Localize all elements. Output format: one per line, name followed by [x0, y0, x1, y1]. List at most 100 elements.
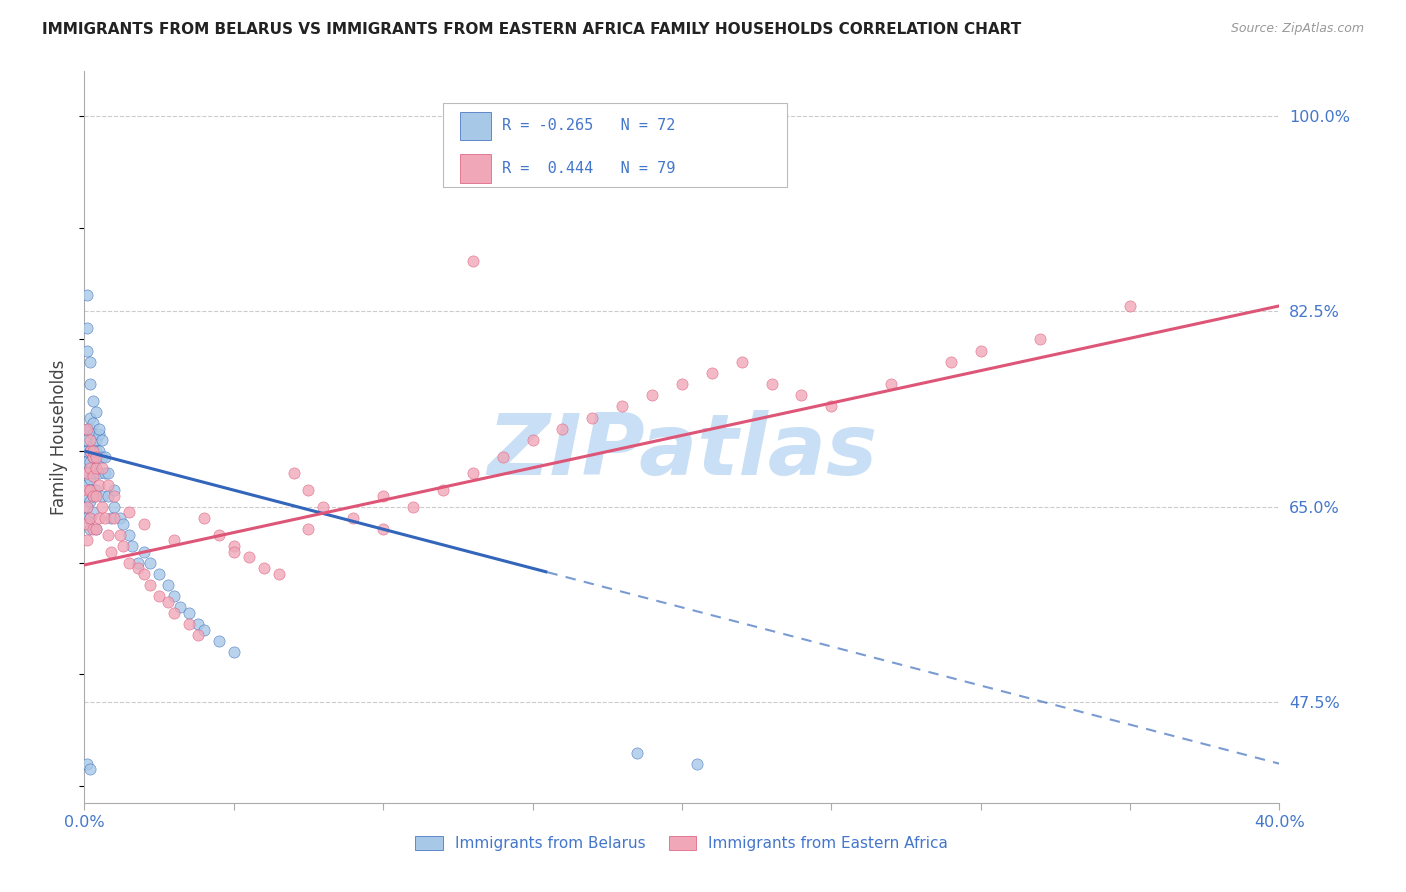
- Point: [76, 444, 98, 458]
- Point: [551, 422, 574, 436]
- Point: [686, 756, 709, 771]
- Point: [91, 489, 114, 503]
- Point: [283, 467, 305, 481]
- Point: [132, 544, 156, 558]
- Point: [461, 254, 484, 268]
- Point: [100, 544, 122, 558]
- Point: [522, 433, 544, 447]
- Point: [76, 321, 98, 335]
- Point: [297, 483, 319, 497]
- Point: [312, 500, 335, 514]
- Point: [97, 528, 120, 542]
- Point: [208, 528, 231, 542]
- Point: [82, 522, 104, 536]
- Point: [132, 516, 156, 531]
- Point: [82, 450, 104, 464]
- Point: [76, 467, 98, 481]
- Point: [94, 467, 117, 481]
- Point: [163, 606, 186, 620]
- Point: [91, 450, 114, 464]
- Point: [118, 506, 141, 520]
- Point: [76, 483, 98, 497]
- Point: [103, 483, 125, 497]
- Point: [100, 511, 122, 525]
- Point: [94, 511, 117, 525]
- Point: [79, 354, 101, 368]
- Point: [267, 566, 290, 581]
- Point: [79, 483, 101, 497]
- Point: [163, 589, 186, 603]
- Point: [79, 511, 101, 525]
- Point: [91, 460, 114, 475]
- Point: [148, 566, 170, 581]
- Point: [939, 354, 962, 368]
- Point: [222, 539, 245, 553]
- Point: [373, 489, 395, 503]
- Point: [86, 444, 108, 458]
- Point: [76, 500, 98, 514]
- Point: [121, 539, 143, 553]
- Point: [148, 589, 170, 603]
- Point: [157, 578, 180, 592]
- Point: [222, 544, 245, 558]
- Y-axis label: Family Households: Family Households: [51, 359, 69, 515]
- Point: [112, 539, 135, 553]
- Point: [79, 522, 101, 536]
- Point: [193, 511, 215, 525]
- Point: [79, 511, 101, 525]
- Point: [89, 422, 111, 436]
- Point: [76, 422, 98, 436]
- Point: [461, 467, 484, 481]
- Point: [79, 422, 101, 436]
- Point: [91, 500, 114, 514]
- Point: [79, 377, 101, 392]
- Point: [127, 561, 149, 575]
- Point: [641, 388, 664, 402]
- Point: [76, 467, 98, 481]
- Point: [222, 645, 245, 659]
- Point: [297, 522, 319, 536]
- Point: [79, 483, 101, 497]
- Point: [671, 377, 693, 392]
- Point: [86, 433, 108, 447]
- Point: [612, 400, 634, 414]
- Point: [76, 433, 98, 447]
- Point: [94, 450, 117, 464]
- Point: [89, 444, 111, 458]
- Point: [118, 528, 141, 542]
- Point: [82, 438, 104, 452]
- Point: [82, 506, 104, 520]
- Point: [76, 756, 98, 771]
- Point: [432, 483, 454, 497]
- Point: [177, 606, 200, 620]
- Point: [97, 489, 120, 503]
- Point: [86, 522, 108, 536]
- Point: [790, 388, 813, 402]
- Point: [86, 405, 108, 419]
- Point: [127, 556, 149, 570]
- Point: [86, 460, 108, 475]
- Point: [79, 444, 101, 458]
- Text: IMMIGRANTS FROM BELARUS VS IMMIGRANTS FROM EASTERN AFRICA FAMILY HOUSEHOLDS CORR: IMMIGRANTS FROM BELARUS VS IMMIGRANTS FR…: [42, 22, 1021, 37]
- Point: [82, 416, 104, 430]
- Point: [139, 556, 162, 570]
- Point: [76, 444, 98, 458]
- Point: [761, 377, 783, 392]
- Point: [79, 762, 101, 776]
- Point: [79, 455, 101, 469]
- Point: [86, 483, 108, 497]
- Point: [253, 561, 276, 575]
- Point: [76, 287, 98, 301]
- Legend: Immigrants from Belarus, Immigrants from Eastern Africa: Immigrants from Belarus, Immigrants from…: [409, 830, 955, 857]
- Point: [103, 500, 125, 514]
- Point: [110, 511, 132, 525]
- Point: [169, 600, 191, 615]
- Point: [112, 516, 135, 531]
- Point: [110, 528, 132, 542]
- Point: [626, 746, 648, 760]
- Text: Source: ZipAtlas.com: Source: ZipAtlas.com: [1230, 22, 1364, 36]
- Point: [76, 477, 98, 491]
- Point: [139, 578, 162, 592]
- Point: [76, 455, 98, 469]
- Point: [342, 511, 364, 525]
